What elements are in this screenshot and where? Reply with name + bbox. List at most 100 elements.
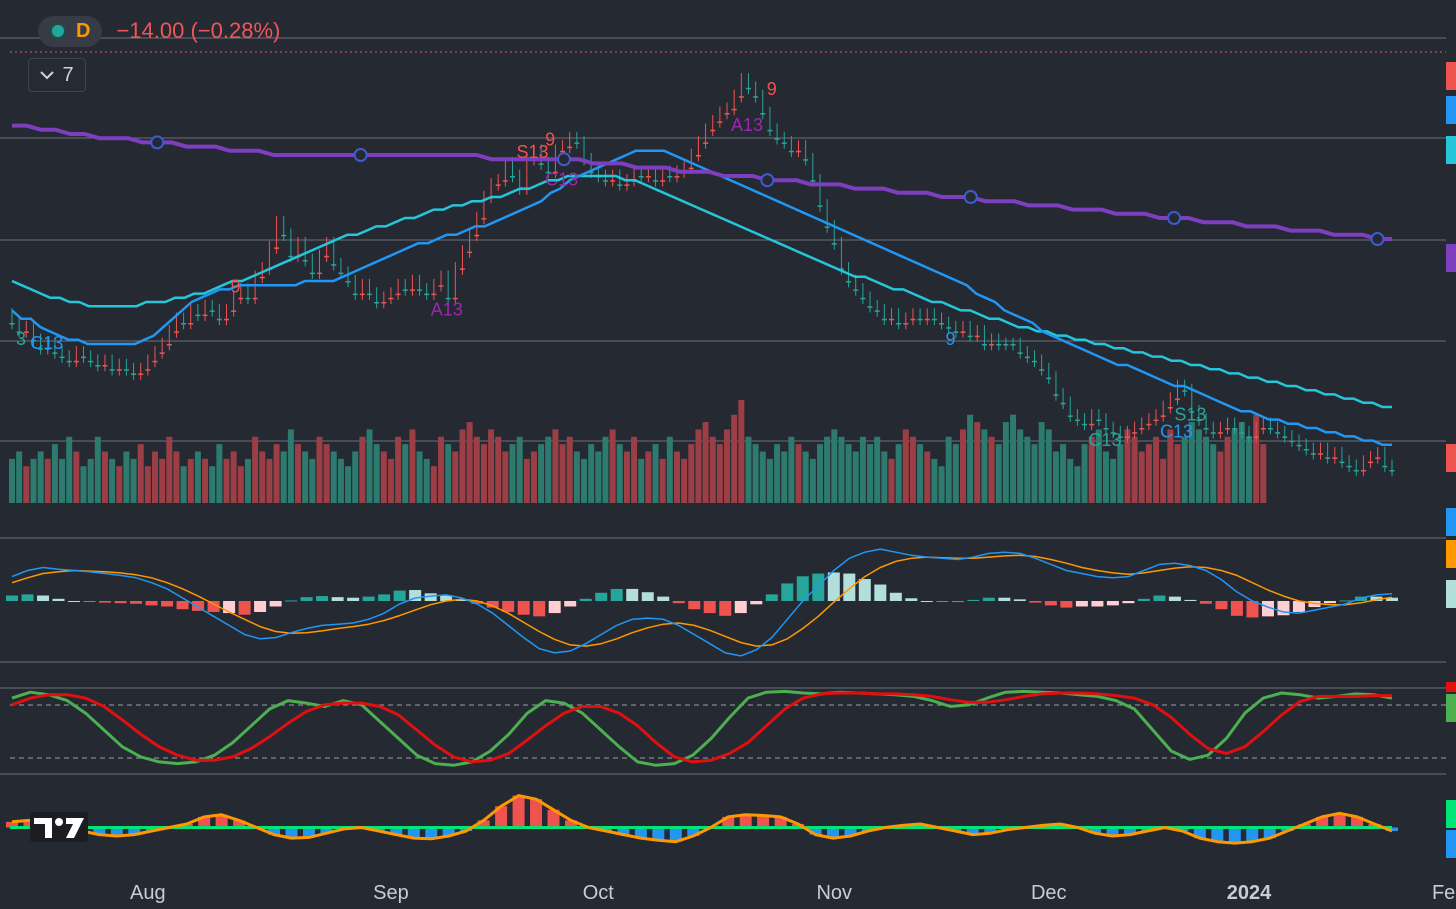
oscillator-bar [512,795,525,828]
candle-body [1346,465,1352,468]
candle-body [624,184,630,186]
volume-bar [995,444,1002,503]
macd-histogram-bar [1075,601,1088,607]
volume-bar [1153,436,1160,503]
macd-histogram-bar [703,601,716,614]
volume-bar [831,429,838,503]
candle-body [1124,436,1130,438]
volume-bar [323,444,330,503]
ema-marker [150,135,165,150]
candle-body [274,247,280,249]
candle-body [803,159,809,161]
volume-bar [1024,436,1031,503]
volume-bar [287,429,294,503]
volume-bar [702,422,709,503]
oscillator-bar [442,827,455,836]
macd-histogram-bar [1168,596,1181,601]
oscillator-bar [844,827,857,836]
macd-histogram-bar [409,590,422,601]
volume-bar [416,451,423,503]
oscillator-bar [302,827,315,838]
oscillator-bar [757,815,770,828]
oscillator-line [11,794,1393,845]
candle-body [30,339,36,342]
sequence-label: C13 [545,169,578,189]
volume-bar [566,436,573,503]
macd-histogram-bar [765,594,778,601]
candle-body [610,180,616,182]
volume-bar [1124,429,1131,503]
candle-body [1239,432,1245,434]
market-status-icon [50,23,66,39]
macd-histogram-bar [176,601,189,610]
candle-body [352,293,358,296]
macd-histogram-bar [99,601,112,603]
volume-bar [974,422,981,503]
volume-bar [502,451,509,503]
volume-bar [9,458,15,503]
symbol-pill[interactable]: D [38,15,103,47]
candle-body [1368,461,1374,464]
candle-body [259,276,265,279]
volume-bar [824,436,831,503]
ema-marker [760,173,775,188]
macd-histogram-bar [331,597,344,601]
candle-body [359,293,365,296]
candle-body [1132,432,1138,434]
candle-body [638,176,644,178]
candle-body [1046,377,1052,380]
macd-histogram-bar [672,601,685,604]
sequence-label: 9 [545,129,555,149]
sequence-label: C13 [1160,421,1193,441]
macd-histogram-bar [1091,601,1104,607]
candle-body [166,344,172,346]
volume-bar [1045,429,1052,503]
volume-bar [1095,429,1102,503]
volume-bar [1203,436,1210,503]
x-axis-tick-label: Feb [1432,882,1456,904]
volume-bar [438,436,445,503]
candle-body [402,289,408,291]
volume-bar [30,458,37,503]
candle-body [1246,436,1252,438]
candle-body [1117,436,1123,438]
stoch-d-line [11,691,1392,764]
candle-body [781,142,787,144]
volume-bar [409,429,416,503]
macd-histogram-bar [812,573,825,601]
candle-body [760,113,766,115]
candle-body [860,297,866,300]
candle-body [917,318,923,321]
candle-body [209,310,215,312]
indicators-collapse-button[interactable]: 7 [28,58,86,92]
candle-body [1189,411,1195,413]
oscillator-bar [495,806,508,828]
macd-histogram-bar [114,601,127,604]
volume-bar [180,466,187,503]
volume-bar [924,451,931,503]
volume-bar [123,451,130,503]
volume-bar [159,458,166,503]
volume-bar [480,444,487,503]
candle-body [495,184,501,186]
tradingview-logo-icon [30,812,88,842]
oscillator-bar [861,827,874,832]
volume-bar [366,429,373,503]
candle-body [888,318,894,321]
candle-body [645,176,651,178]
volume-bar [44,458,51,503]
candle-body [131,373,137,375]
volume-bar [559,444,566,503]
volume-bar [595,451,602,503]
candle-body [23,331,29,333]
candle-body [788,150,794,153]
oscillator-bar [1281,827,1294,832]
ema-mid-line [11,174,1392,409]
candle-body [173,331,179,333]
oscillator-bar [1123,827,1136,835]
volume-bar [302,451,309,503]
volume-bar [1060,444,1067,503]
candle-body [931,318,937,321]
oscillator-bar [23,820,36,828]
